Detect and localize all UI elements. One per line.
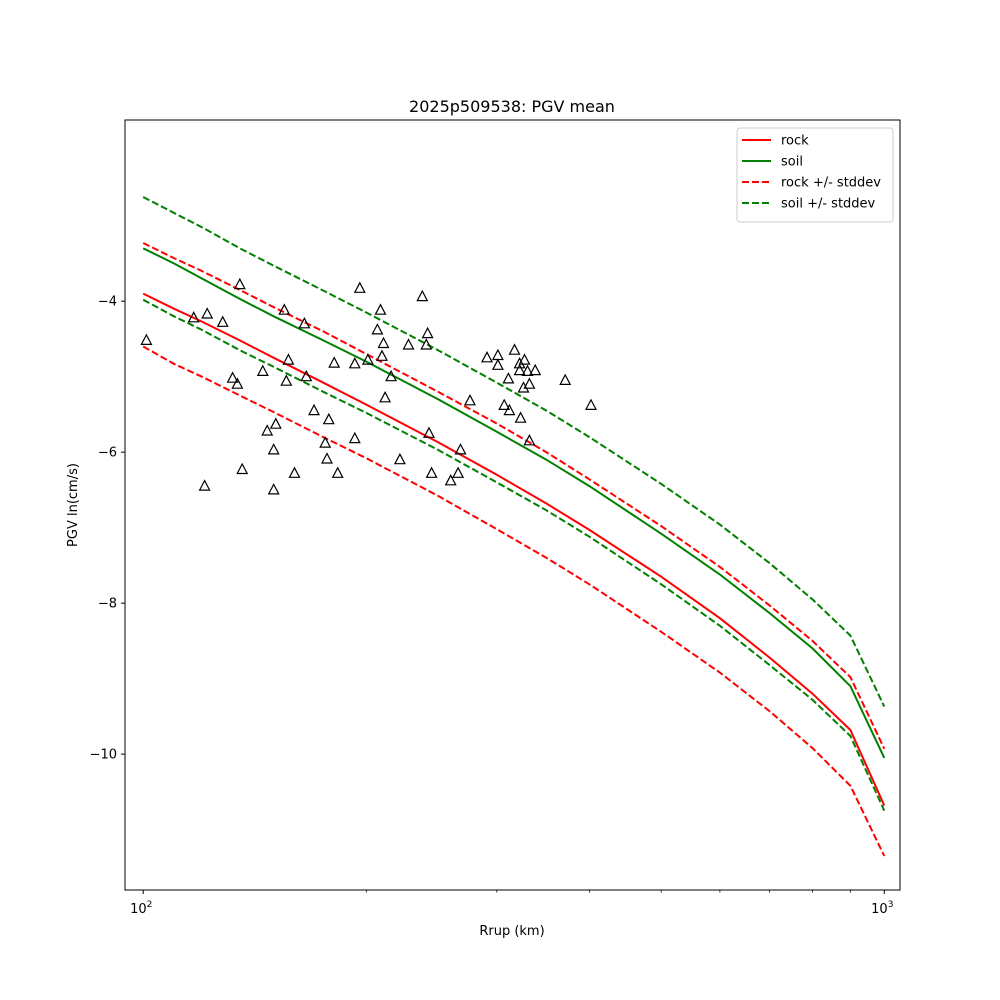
x-tick-label: 103 bbox=[871, 900, 893, 917]
legend: rock soil rock +/- stddev soil +/- stddev bbox=[736, 127, 894, 223]
observation-marker bbox=[348, 357, 361, 369]
observation-marker bbox=[444, 474, 457, 486]
observation-marker bbox=[585, 398, 597, 410]
observation-marker bbox=[348, 431, 361, 444]
observation-marker bbox=[521, 364, 534, 376]
observation-marker bbox=[423, 426, 435, 438]
observation-marker bbox=[319, 436, 332, 448]
observation-marker bbox=[187, 311, 200, 323]
observation-marker bbox=[216, 315, 229, 327]
observation-marker bbox=[425, 466, 438, 478]
observation-marker bbox=[269, 417, 282, 429]
observation-marker bbox=[518, 353, 531, 365]
legend-box bbox=[736, 127, 894, 223]
legend-label: rock bbox=[781, 134, 809, 149]
observation-marker bbox=[454, 443, 467, 455]
y-axis-label: PGV ln(cm/s) bbox=[66, 463, 81, 547]
observation-marker bbox=[452, 466, 465, 478]
observation-marker bbox=[226, 371, 239, 383]
y-tick-label: −4 bbox=[98, 295, 117, 310]
observation-marker bbox=[267, 443, 280, 455]
observation-marker bbox=[402, 338, 415, 350]
observation-marker bbox=[256, 364, 269, 376]
y-tick-label: −8 bbox=[98, 597, 117, 612]
observation-marker bbox=[267, 483, 280, 495]
observation-marker bbox=[201, 307, 214, 319]
observation-marker bbox=[198, 479, 211, 491]
observation-marker bbox=[322, 412, 335, 425]
observation-marker bbox=[385, 369, 398, 382]
plot-frame bbox=[124, 119, 901, 891]
observation-marker bbox=[233, 277, 246, 290]
observations-group bbox=[140, 277, 597, 495]
observation-marker bbox=[300, 369, 313, 382]
observation-marker bbox=[508, 343, 521, 355]
observation-marker bbox=[514, 411, 527, 423]
observation-marker bbox=[377, 336, 390, 349]
observation-marker bbox=[513, 357, 526, 369]
observation-marker bbox=[513, 363, 526, 376]
series-line-4 bbox=[142, 196, 886, 708]
observation-marker bbox=[529, 363, 542, 376]
observation-marker bbox=[376, 349, 388, 361]
observation-marker bbox=[416, 289, 429, 302]
observation-marker bbox=[491, 358, 504, 370]
observation-marker bbox=[464, 394, 476, 406]
observation-marker bbox=[371, 323, 384, 335]
observation-marker bbox=[280, 374, 293, 386]
observation-marker bbox=[361, 353, 374, 365]
observation-marker bbox=[374, 303, 387, 315]
observation-marker bbox=[481, 351, 493, 363]
observation-marker bbox=[420, 338, 433, 350]
x-tick-label: 102 bbox=[130, 900, 152, 917]
observation-marker bbox=[298, 317, 311, 329]
observation-marker bbox=[523, 377, 536, 389]
observation-marker bbox=[288, 466, 301, 478]
observation-marker bbox=[321, 452, 333, 464]
observation-marker bbox=[379, 391, 392, 403]
observation-marker bbox=[393, 452, 406, 465]
observation-marker bbox=[421, 326, 434, 339]
observation-marker bbox=[261, 424, 274, 436]
series-line-1 bbox=[142, 247, 886, 759]
y-tick-label: −10 bbox=[90, 748, 117, 763]
observation-marker bbox=[353, 281, 366, 293]
series-line-2 bbox=[142, 242, 886, 750]
observation-marker bbox=[278, 303, 291, 315]
observation-marker bbox=[282, 353, 295, 365]
legend-label: soil +/- stddev bbox=[781, 197, 876, 212]
observation-marker bbox=[140, 333, 153, 345]
observation-marker bbox=[231, 377, 244, 389]
observation-marker bbox=[559, 373, 572, 385]
x-axis-label: Rrup (km) bbox=[479, 924, 544, 939]
plot-area: −4 −6 −8 −10 102 103 bbox=[90, 119, 901, 917]
series-line-0 bbox=[142, 292, 886, 806]
observation-marker bbox=[502, 372, 515, 384]
y-tick-label: −6 bbox=[98, 446, 117, 461]
observation-marker bbox=[523, 434, 536, 446]
series-line-3 bbox=[142, 345, 886, 857]
legend-label: rock +/- stddev bbox=[781, 176, 881, 191]
observation-marker bbox=[503, 403, 516, 416]
observation-marker bbox=[517, 381, 530, 393]
observation-marker bbox=[331, 466, 344, 478]
observation-marker bbox=[236, 462, 249, 475]
observation-marker bbox=[308, 403, 320, 416]
series-line-5 bbox=[142, 298, 886, 812]
series-group bbox=[142, 196, 886, 857]
observation-marker bbox=[328, 356, 341, 368]
chart-title: 2025p509538: PGV mean bbox=[409, 97, 615, 116]
legend-label: soil bbox=[781, 155, 803, 170]
observation-marker bbox=[498, 398, 511, 410]
